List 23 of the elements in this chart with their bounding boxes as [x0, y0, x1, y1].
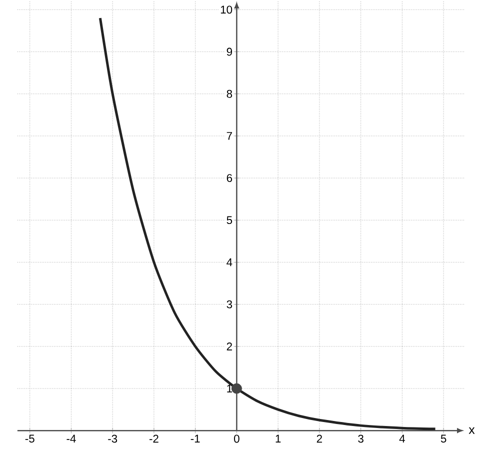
- y-tick-label: 9: [226, 48, 232, 56]
- y-tick-label: 2: [226, 342, 232, 351]
- y-tick-label: 8: [226, 90, 232, 98]
- x-tick-label: 5: [440, 434, 446, 443]
- x-tick-label: 4: [399, 434, 405, 443]
- x-axis-title: x: [468, 428, 475, 434]
- y-tick-label: 4: [226, 258, 232, 266]
- y-tick-label: 1: [227, 384, 232, 393]
- x-tick-label: 1: [276, 434, 281, 443]
- y-tick-label: 3: [226, 300, 232, 309]
- y-tick-label: 7: [226, 132, 232, 140]
- x-tick-label: 0: [234, 434, 240, 443]
- y-tick-label: 5: [226, 216, 232, 224]
- y-tick-label: 10: [220, 6, 232, 14]
- line-series: [98, 17, 437, 430]
- x-tick-label: 3: [358, 434, 364, 443]
- x-tick-label: -1: [190, 434, 200, 443]
- x-tick-label: -3: [108, 434, 118, 443]
- x-tick-label: -5: [25, 434, 34, 443]
- x-tick-label: -2: [149, 434, 158, 443]
- y-tick-label: 6: [226, 174, 232, 182]
- x-tick-label: -4: [66, 434, 76, 443]
- x-tick-label: 2: [316, 434, 322, 443]
